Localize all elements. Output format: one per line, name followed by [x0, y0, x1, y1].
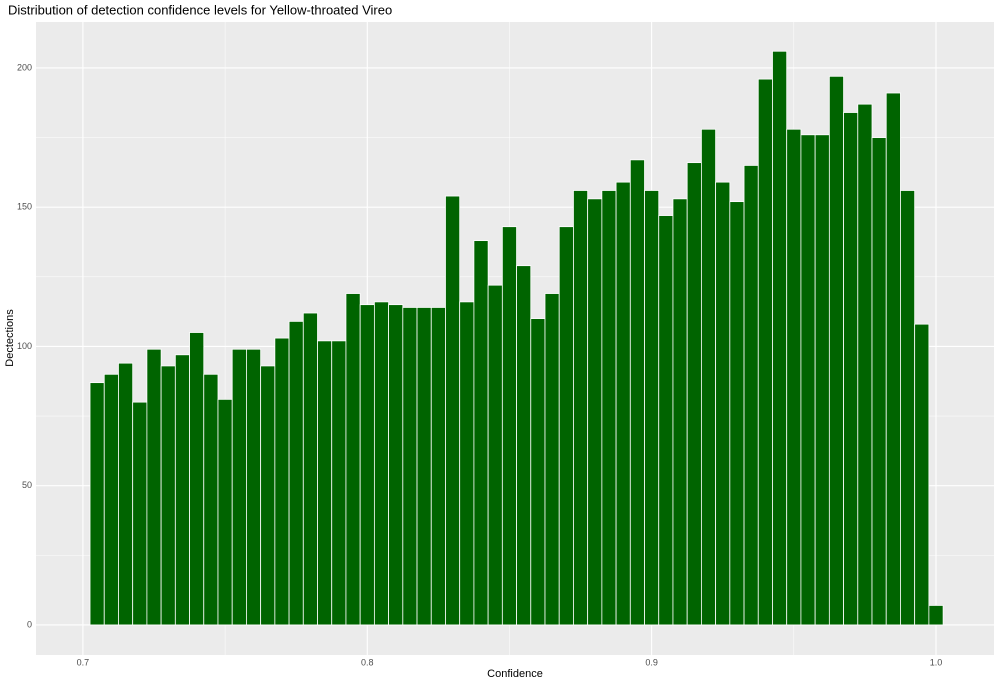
- bar: [331, 340, 347, 626]
- bar: [871, 137, 887, 626]
- bar: [445, 195, 461, 626]
- bar: [928, 605, 944, 626]
- bar: [629, 159, 645, 626]
- bar: [900, 190, 916, 626]
- bar: [558, 226, 574, 626]
- bar: [487, 284, 503, 626]
- bar: [516, 265, 532, 626]
- bar: [231, 348, 247, 626]
- bar: [828, 75, 844, 626]
- y-tick-label: 150: [17, 202, 32, 212]
- bar: [501, 226, 517, 626]
- bar: [146, 348, 162, 626]
- bar: [132, 401, 148, 626]
- y-tick-label: 200: [17, 62, 32, 72]
- bar: [544, 293, 560, 626]
- bar: [700, 128, 717, 626]
- bar: [772, 50, 788, 626]
- chart-title: Distribution of detection confidence lev…: [8, 2, 392, 17]
- bar: [672, 198, 688, 626]
- bar: [274, 337, 290, 626]
- bar: [288, 320, 304, 626]
- bar: [89, 382, 105, 626]
- bar: [103, 373, 119, 626]
- x-tick-label: 0.9: [645, 657, 658, 667]
- bar: [473, 240, 489, 626]
- y-tick-label: 100: [17, 341, 32, 351]
- bar: [914, 323, 930, 626]
- x-tick-label: 1.0: [930, 657, 943, 667]
- bar: [715, 181, 731, 626]
- bar: [843, 112, 859, 626]
- bar: [729, 201, 745, 626]
- bar: [573, 190, 589, 626]
- bar: [459, 301, 475, 626]
- bar: [885, 92, 901, 626]
- bar: [189, 332, 205, 626]
- bar: [359, 304, 375, 626]
- x-tick-label: 0.7: [77, 657, 90, 667]
- bar: [260, 365, 276, 626]
- bar: [658, 215, 674, 626]
- y-tick-label: 0: [27, 619, 32, 629]
- bar: [587, 198, 603, 626]
- bar: [388, 304, 404, 626]
- bar: [430, 307, 446, 626]
- bar: [118, 362, 134, 626]
- bar: [800, 134, 816, 626]
- bar: [402, 307, 418, 626]
- bar: [644, 190, 660, 626]
- bar: [743, 165, 759, 626]
- x-axis-label: Confidence: [487, 668, 543, 680]
- bar: [174, 354, 190, 626]
- bar: [857, 103, 873, 626]
- bar: [814, 134, 830, 626]
- bar: [786, 128, 802, 626]
- bar: [246, 348, 262, 626]
- bar: [757, 78, 773, 626]
- y-axis-label: Dectections: [4, 309, 16, 367]
- bar: [373, 301, 390, 626]
- x-tick-label: 0.8: [361, 657, 374, 667]
- bar: [317, 340, 333, 626]
- y-tick-label: 50: [22, 480, 32, 490]
- bar: [416, 307, 432, 626]
- bar: [615, 181, 631, 626]
- bar: [686, 162, 702, 626]
- bar: [217, 398, 233, 626]
- bar: [302, 312, 318, 626]
- bar: [160, 365, 176, 626]
- bar: [203, 373, 219, 626]
- bar: [601, 190, 617, 626]
- bar: [345, 293, 361, 626]
- bar: [530, 318, 546, 626]
